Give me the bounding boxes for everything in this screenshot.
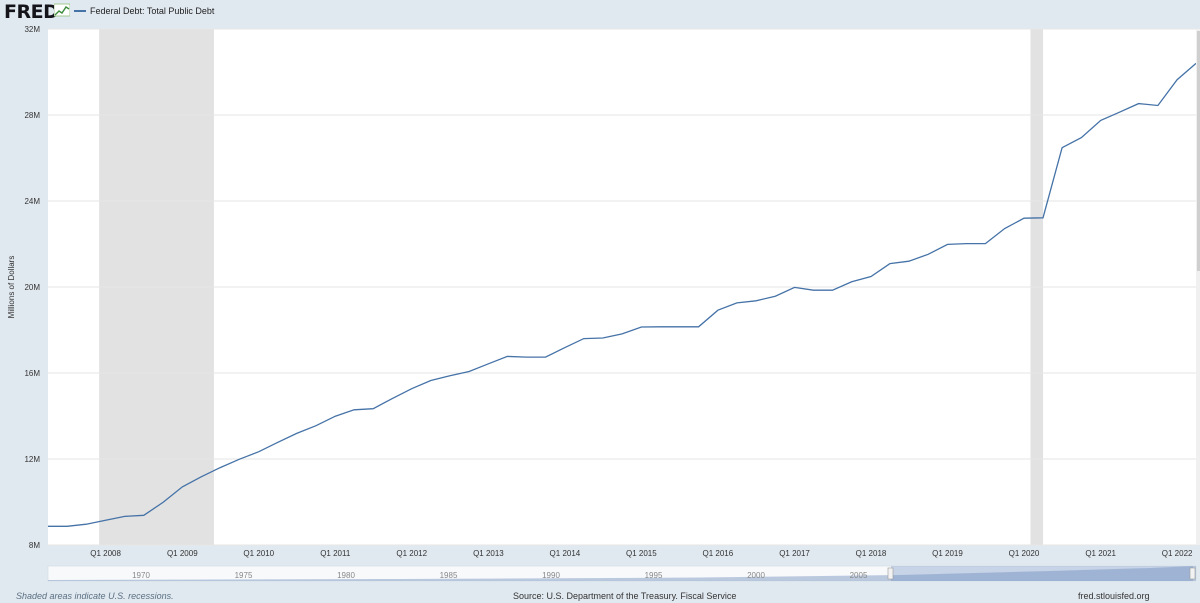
y-axis-title: Millions of Dollars <box>7 256 16 319</box>
source-note: Source: U.S. Department of the Treasury.… <box>513 591 737 601</box>
x-tick-label: Q1 2022 <box>1162 549 1193 558</box>
scrollbar-track[interactable] <box>1196 29 1200 545</box>
navigator-selection[interactable] <box>891 566 1193 581</box>
chart-header: FRED Federal Debt: Total Public Debt <box>0 0 1200 26</box>
x-tick-label: Q1 2011 <box>320 549 351 558</box>
x-tick-label: Q1 2012 <box>396 549 427 558</box>
navigator-year-label: 1980 <box>337 571 355 580</box>
legend-label: Federal Debt: Total Public Debt <box>90 6 215 16</box>
x-tick-label: Q1 2013 <box>473 549 504 558</box>
navigator-year-label: 1970 <box>132 571 150 580</box>
chart-footer: Shaded areas indicate U.S. recessions. S… <box>0 588 1200 603</box>
chart-legend: Federal Debt: Total Public Debt <box>74 6 214 16</box>
navigator-year-label: 1975 <box>235 571 253 580</box>
series-line <box>48 62 1197 527</box>
x-tick-label: Q1 2010 <box>243 549 274 558</box>
recession-note: Shaded areas indicate U.S. recessions. <box>16 591 174 601</box>
navigator-year-label: 1990 <box>542 571 560 580</box>
x-tick-label: Q1 2014 <box>550 549 581 558</box>
navigator-year-label: 2000 <box>747 571 765 580</box>
y-tick-label: 8M <box>29 541 40 550</box>
x-tick-label: Q1 2017 <box>779 549 810 558</box>
graph-icon <box>54 3 70 17</box>
range-navigator[interactable]: 1970 1975 1980 1985 1990 1995 2000 2005 <box>47 565 1197 582</box>
y-tick-label: 12M <box>24 455 40 464</box>
navigator-year-label: 2005 <box>850 571 868 580</box>
x-tick-label: Q1 2008 <box>90 549 121 558</box>
scrollbar-thumb[interactable] <box>1197 31 1200 271</box>
x-tick-label: Q1 2021 <box>1085 549 1116 558</box>
y-tick-label: 16M <box>24 369 40 378</box>
y-tick-label: 28M <box>24 111 40 120</box>
line-chart: 8M 12M 16M 20M 24M 28M 32M Q1 2008 Q1 2009 Q1 20… <box>7 25 1200 582</box>
site-link[interactable]: fred.stlouisfed.org <box>1078 591 1150 601</box>
x-tick-label: Q1 2019 <box>932 549 963 558</box>
x-tick-label: Q1 2018 <box>856 549 887 558</box>
x-tick-label: Q1 2015 <box>626 549 657 558</box>
legend-swatch <box>74 10 86 12</box>
x-tick-label: Q1 2020 <box>1009 549 1040 558</box>
navigator-year-label: 1995 <box>645 571 663 580</box>
x-tick-label: Q1 2009 <box>167 549 198 558</box>
navigator-left-handle[interactable] <box>887 567 894 580</box>
fred-logo[interactable]: FRED <box>4 1 59 23</box>
navigator-year-label: 1985 <box>440 571 458 580</box>
y-tick-label: 20M <box>24 283 40 292</box>
navigator-area <box>48 566 1196 581</box>
navigator-right-handle[interactable] <box>1189 567 1196 580</box>
y-tick-label: 24M <box>24 197 40 206</box>
y-tick-label: 32M <box>24 25 40 34</box>
x-tick-label: Q1 2016 <box>703 549 734 558</box>
